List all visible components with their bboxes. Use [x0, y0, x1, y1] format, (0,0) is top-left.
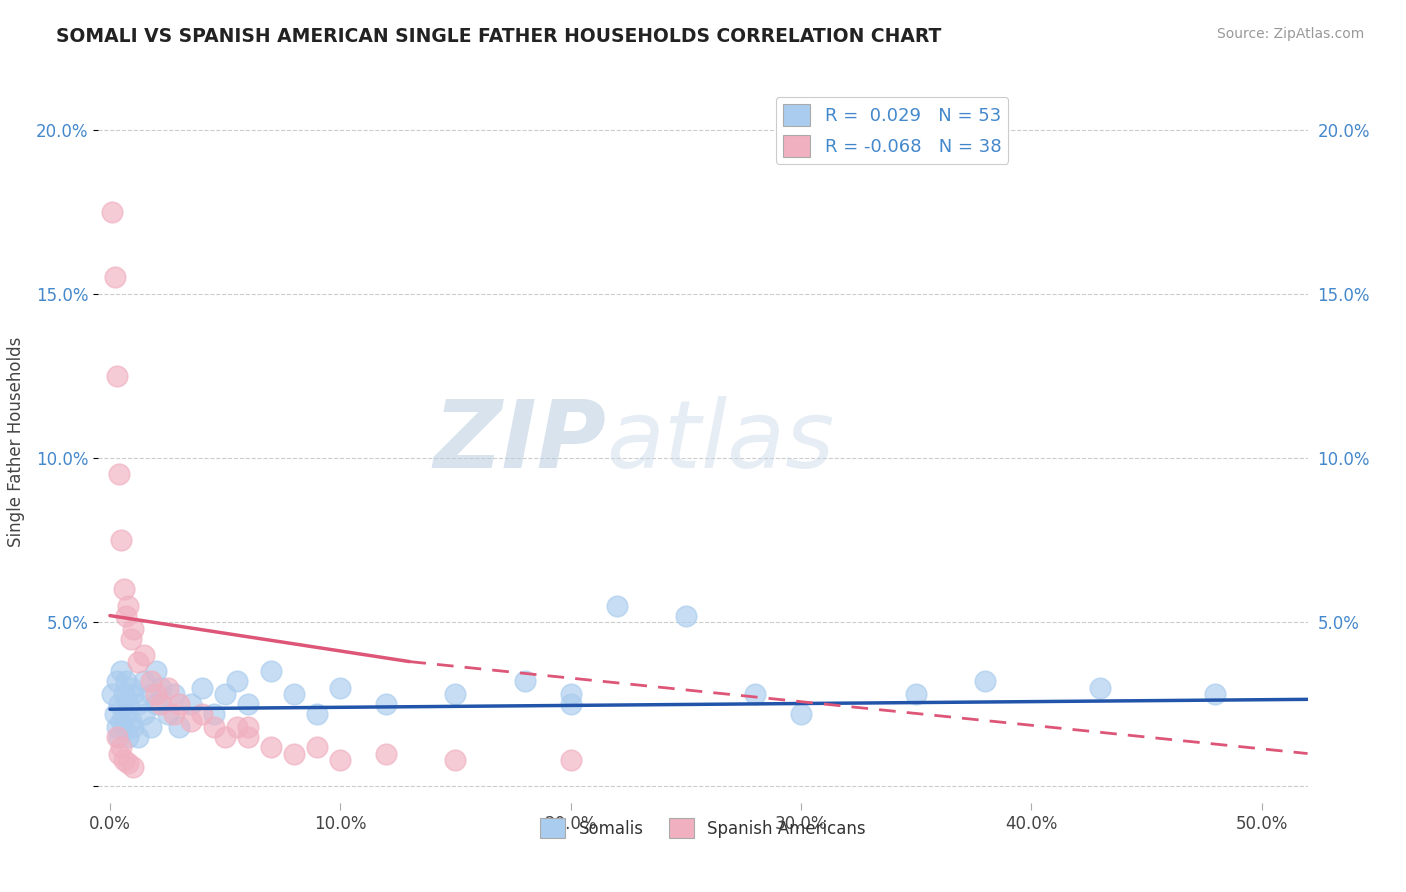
Point: [307, 739, 329, 754]
Point: [115, 707, 138, 722]
Point: [329, 753, 352, 767]
Point: [180, 714, 202, 728]
Point: [108, 730, 131, 744]
Point: [108, 698, 131, 712]
Point: [1204, 687, 1226, 701]
Point: [283, 747, 305, 761]
Point: [163, 687, 186, 701]
Point: [101, 204, 124, 219]
Point: [134, 707, 156, 722]
Legend: Somalis, Spanish Americans: Somalis, Spanish Americans: [534, 812, 872, 845]
Point: [163, 707, 186, 722]
Point: [236, 730, 259, 744]
Point: [167, 720, 190, 734]
Point: [156, 681, 179, 695]
Point: [110, 739, 132, 754]
Point: [141, 674, 163, 689]
Point: [191, 681, 214, 695]
Point: [101, 687, 124, 701]
Point: [103, 270, 125, 285]
Point: [105, 674, 128, 689]
Y-axis label: Single Father Households: Single Father Households: [7, 336, 25, 547]
Point: [513, 674, 536, 689]
Point: [905, 687, 928, 701]
Point: [105, 368, 128, 383]
Point: [260, 739, 283, 754]
Point: [117, 730, 139, 744]
Point: [122, 622, 145, 636]
Point: [444, 687, 467, 701]
Point: [560, 753, 582, 767]
Point: [974, 674, 997, 689]
Point: [127, 655, 149, 669]
Point: [329, 681, 352, 695]
Point: [141, 687, 163, 701]
Point: [120, 632, 142, 646]
Text: ZIP: ZIP: [433, 395, 606, 488]
Point: [149, 698, 172, 712]
Point: [191, 707, 214, 722]
Point: [180, 698, 202, 712]
Point: [105, 730, 128, 744]
Point: [141, 720, 163, 734]
Point: [117, 698, 139, 712]
Point: [225, 674, 247, 689]
Point: [105, 720, 128, 734]
Point: [444, 753, 467, 767]
Point: [112, 582, 135, 597]
Point: [134, 674, 156, 689]
Point: [120, 714, 142, 728]
Point: [145, 687, 167, 701]
Point: [236, 720, 259, 734]
Point: [560, 687, 582, 701]
Point: [117, 599, 139, 613]
Point: [110, 714, 132, 728]
Point: [145, 665, 167, 679]
Point: [110, 533, 132, 547]
Point: [1090, 681, 1112, 695]
Point: [675, 608, 697, 623]
Point: [225, 720, 247, 734]
Point: [790, 707, 813, 722]
Point: [112, 687, 135, 701]
Point: [145, 698, 167, 712]
Point: [202, 720, 225, 734]
Point: [110, 665, 132, 679]
Point: [122, 687, 145, 701]
Point: [108, 467, 131, 482]
Text: Source: ZipAtlas.com: Source: ZipAtlas.com: [1216, 27, 1364, 41]
Text: SOMALI VS SPANISH AMERICAN SINGLE FATHER HOUSEHOLDS CORRELATION CHART: SOMALI VS SPANISH AMERICAN SINGLE FATHER…: [56, 27, 942, 45]
Point: [307, 707, 329, 722]
Point: [744, 687, 766, 701]
Point: [115, 608, 138, 623]
Point: [214, 730, 236, 744]
Point: [115, 674, 138, 689]
Point: [112, 753, 135, 767]
Point: [122, 760, 145, 774]
Text: atlas: atlas: [606, 396, 835, 487]
Point: [236, 698, 259, 712]
Point: [117, 756, 139, 771]
Point: [375, 698, 398, 712]
Point: [202, 707, 225, 722]
Point: [112, 720, 135, 734]
Point: [134, 648, 156, 662]
Point: [122, 720, 145, 734]
Point: [149, 681, 172, 695]
Point: [167, 698, 190, 712]
Point: [120, 681, 142, 695]
Point: [214, 687, 236, 701]
Point: [606, 599, 628, 613]
Point: [156, 707, 179, 722]
Point: [127, 730, 149, 744]
Point: [260, 665, 283, 679]
Point: [103, 707, 125, 722]
Point: [375, 747, 398, 761]
Point: [560, 698, 582, 712]
Point: [127, 698, 149, 712]
Point: [283, 687, 305, 701]
Point: [108, 747, 131, 761]
